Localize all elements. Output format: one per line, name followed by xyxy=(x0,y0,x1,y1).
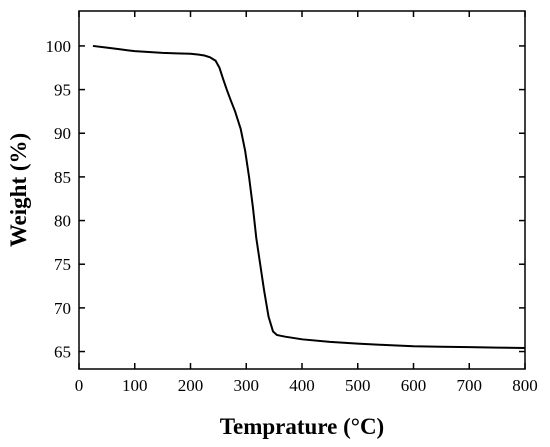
y-tick-label: 75 xyxy=(54,255,71,274)
x-tick-label: 400 xyxy=(289,376,315,395)
y-tick-label: 90 xyxy=(54,124,71,143)
y-tick-label: 95 xyxy=(54,81,71,100)
x-tick-label: 800 xyxy=(512,376,538,395)
x-tick-label: 300 xyxy=(234,376,260,395)
y-axis-title: Weight (%) xyxy=(6,133,31,247)
x-tick-label: 700 xyxy=(457,376,483,395)
x-axis-ticks: 0 100 200 300 400 500 600 700 800 xyxy=(75,11,538,395)
x-axis-title: Temprature (°C) xyxy=(220,414,384,439)
plot-frame xyxy=(78,10,526,370)
y-tick-label: 65 xyxy=(54,343,71,362)
x-tick-label: 200 xyxy=(178,376,204,395)
y-tick-label: 70 xyxy=(54,299,71,318)
y-tick-label: 100 xyxy=(46,37,72,56)
y-tick-label: 85 xyxy=(54,168,71,187)
x-tick-label: 0 xyxy=(75,376,84,395)
x-tick-label: 500 xyxy=(345,376,371,395)
y-tick-label: 80 xyxy=(54,212,71,231)
y-axis-ticks: 65 70 75 80 85 90 95 100 xyxy=(46,37,525,362)
weight-curve xyxy=(92,44,526,350)
x-tick-label: 600 xyxy=(401,376,427,395)
x-tick-label: 100 xyxy=(122,376,148,395)
